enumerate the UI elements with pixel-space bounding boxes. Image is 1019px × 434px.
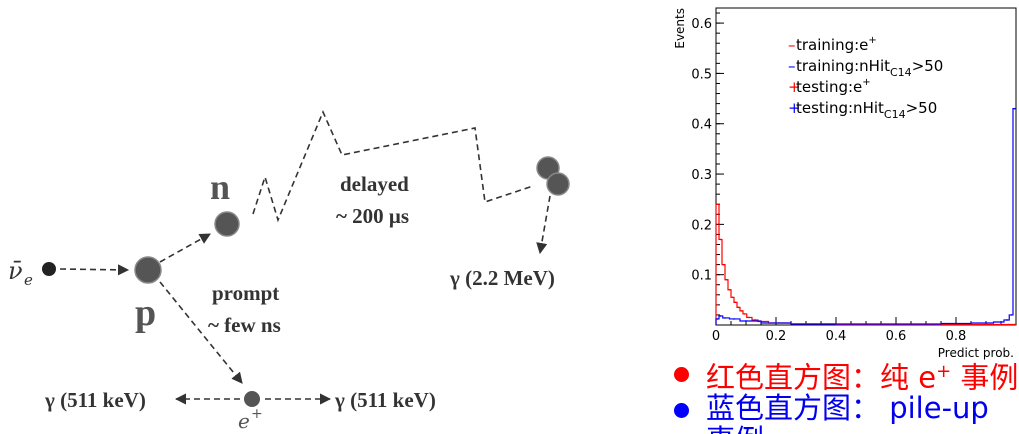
- blue-bullet-text: 蓝色直方图： pile-up: [706, 391, 989, 425]
- histogram-bin-point: [719, 238, 722, 241]
- gamma-left-label: γ (511 keV): [44, 388, 146, 412]
- y-tick-label: 0.3: [691, 168, 712, 183]
- neutron-particle: [214, 211, 240, 237]
- histogram-bin-point: [740, 310, 743, 312]
- histogram-bin-point: [805, 323, 807, 325]
- histogram-bin-point: [955, 322, 957, 325]
- histogram-bin-point: [716, 318, 719, 320]
- histogram-bin-point: [1013, 323, 1016, 326]
- x-tick-label: 0.4: [826, 329, 847, 344]
- histogram-bin-point: [1007, 323, 1010, 326]
- prompt-label: prompt: [212, 281, 279, 305]
- histogram-bin-point: [743, 313, 746, 315]
- histogram-bin-point: [716, 203, 719, 206]
- red-bullet-tail: 事例: [951, 360, 1019, 395]
- histogram-bin-point: [737, 306, 740, 309]
- neutron-random-walk: [252, 109, 534, 223]
- histogram-bin-point: [722, 263, 725, 266]
- y-tick-label: 0.2: [691, 218, 712, 233]
- histogram-bin-point: [985, 323, 987, 326]
- proton-particle: [134, 256, 162, 284]
- histogram-bin-point: [775, 322, 777, 324]
- y-tick-label: 0.5: [691, 67, 712, 82]
- ibd-diagram: ν̄ e p n delayed ~ 200 μs γ (2.2 MeV) pr…: [8, 109, 570, 433]
- y-tick-label: 0.1: [691, 269, 712, 284]
- legend-label: training:nHitC14>50: [796, 57, 943, 79]
- histogram-bin-point: [1006, 319, 1008, 321]
- prompt-time-label: ~ few ns: [208, 313, 281, 337]
- neutron-label: n: [210, 167, 230, 207]
- histogram-bin-point: [1000, 321, 1002, 323]
- legend-marker: –: [788, 36, 796, 54]
- histogram-bin-point: [895, 323, 897, 325]
- legend-marker: +: [788, 99, 801, 117]
- capture-gamma-arrow: [536, 195, 551, 255]
- red-bullet-dot: [674, 367, 689, 382]
- antineutrino-particle: [42, 262, 56, 276]
- histogram-bin-point: [925, 323, 927, 325]
- legend-label: testing:e+: [796, 77, 871, 96]
- histogram-bin-point: [1010, 314, 1013, 316]
- histogram-pileup-line: [715, 108, 1016, 325]
- bullet-blue: 蓝色直方图： pile-up: [672, 390, 1019, 426]
- histogram-positron-line: [715, 203, 1016, 326]
- x-tick-label: 0.2: [766, 329, 787, 344]
- histogram-bin-point: [725, 278, 728, 281]
- antineutrino-label: ν̄: [8, 257, 23, 285]
- bullet-red: 红色直方图：纯 e+ 事例: [672, 354, 1019, 395]
- y-tick-label: 0.4: [691, 118, 712, 133]
- positron-label: e: [238, 409, 250, 433]
- bullet-list: 红色直方图：纯 e+ 事例 蓝色直方图： pile-up 事例: [672, 354, 1019, 434]
- neutron-arrow: [159, 233, 211, 263]
- histogram-bin-point: [865, 323, 867, 325]
- positron-particle: [244, 391, 260, 407]
- x-tick-label: 0.6: [886, 329, 907, 344]
- capture-nucleus-2: [546, 172, 570, 196]
- red-bullet-text: 红色直方图：纯 e+ 事例: [706, 354, 1018, 396]
- y-axis-label: Events: [673, 8, 687, 49]
- delayed-label: delayed: [340, 172, 409, 196]
- legend-label: testing:nHitC14>50: [796, 99, 937, 121]
- histogram-bin-point: [719, 315, 722, 317]
- positron-superscript: +: [251, 406, 263, 422]
- bullet-overflow-text: 事例: [706, 422, 764, 434]
- legend-label: training:e+: [796, 35, 877, 54]
- prediction-histogram: 0.1 0.2 0.3 0.4 0.5 0.6 0 0.2 0.4 0.6 0.8 Events Pre…: [673, 7, 1017, 360]
- x-axis-label: Predict prob.: [938, 346, 1014, 360]
- histogram-bin-point: [748, 316, 750, 319]
- y-tick-label: 0.6: [691, 17, 712, 32]
- histogram-bin-point: [734, 301, 737, 304]
- histogram-bin-point: [733, 318, 735, 320]
- histogram-bin-point: [731, 296, 734, 299]
- histogram-bin-point: [745, 320, 747, 322]
- antineutrino-arrow: [59, 264, 130, 276]
- histogram-bin-point: [1013, 107, 1016, 110]
- red-bullet-main: 红色直方图：纯 e: [706, 360, 937, 395]
- delayed-time-label: ~ 200 μs: [336, 204, 409, 228]
- plot-frame: [715, 7, 1017, 326]
- antineutrino-subscript: e: [24, 271, 33, 289]
- x-tick-label: 0.8: [946, 329, 967, 344]
- positron-arrow: [159, 281, 243, 384]
- x-tick-label: 0: [712, 329, 720, 344]
- histogram-bin-point: [985, 322, 987, 324]
- histogram-bin-point: [724, 317, 726, 319]
- histogram-bin-point: [728, 288, 731, 291]
- histogram-bin-point: [754, 319, 756, 321]
- proton-label: p: [135, 292, 156, 334]
- legend-marker: +: [788, 78, 801, 96]
- legend-marker: –: [788, 57, 796, 75]
- histogram-bin-point: [835, 323, 837, 325]
- capture-gamma-label: γ (2.2 MeV): [449, 266, 555, 290]
- gamma-right-label: γ (511 keV): [334, 388, 436, 412]
- blue-bullet-dot: [674, 403, 689, 418]
- red-bullet-sup: +: [936, 361, 952, 382]
